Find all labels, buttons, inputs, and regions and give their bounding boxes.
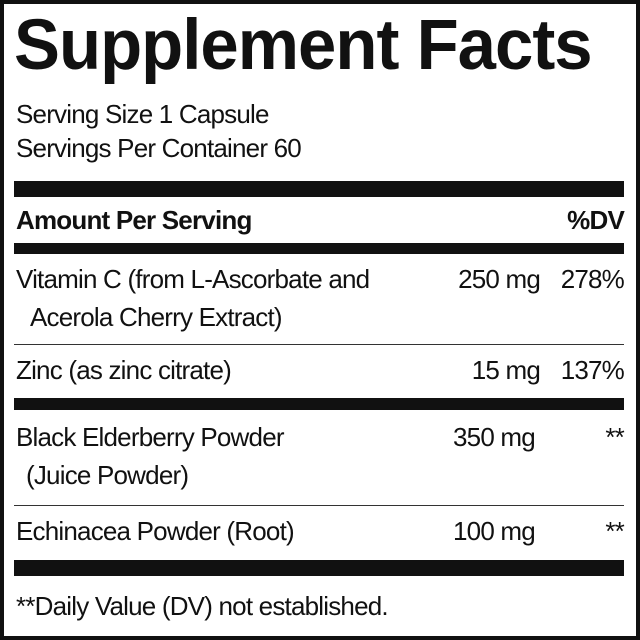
- nutrient-dv: 137%: [560, 355, 625, 385]
- divider-thick: [14, 181, 624, 197]
- label-title: Supplement Facts: [14, 6, 593, 85]
- nutrient-name: Zinc (as zinc citrate): [16, 355, 232, 385]
- nutrient-dv: 278%: [560, 264, 625, 294]
- nutrient-name-cont: (Juice Powder): [26, 460, 189, 490]
- divider-thick: [14, 560, 624, 576]
- divider-thin: [14, 505, 624, 506]
- nutrient-name: Echinacea Powder (Root): [16, 516, 295, 546]
- serving-size: Serving Size 1 Capsule: [16, 99, 269, 129]
- amount-per-serving-header: Amount Per Serving: [16, 205, 252, 235]
- nutrient-name: Vitamin C (from L-Ascorbate and: [16, 264, 370, 294]
- nutrient-amount: 100 mg: [453, 516, 536, 546]
- nutrient-amount: 15 mg: [471, 355, 541, 385]
- nutrient-name-cont: Acerola Cherry Extract): [30, 302, 283, 332]
- divider-thick: [14, 243, 624, 254]
- nutrient-name: Black Elderberry Powder: [16, 422, 285, 452]
- nutrient-amount: 250 mg: [458, 264, 541, 294]
- nutrient-amount: 350 mg: [453, 422, 536, 452]
- footnote: **Daily Value (DV) not established.: [16, 591, 389, 621]
- nutrient-dv: **: [605, 422, 624, 452]
- nutrient-dv: **: [605, 516, 624, 546]
- divider-thick: [14, 398, 624, 410]
- divider-thin: [14, 344, 624, 345]
- servings-per-container: Servings Per Container 60: [16, 133, 302, 163]
- dv-header: %DV: [567, 205, 625, 235]
